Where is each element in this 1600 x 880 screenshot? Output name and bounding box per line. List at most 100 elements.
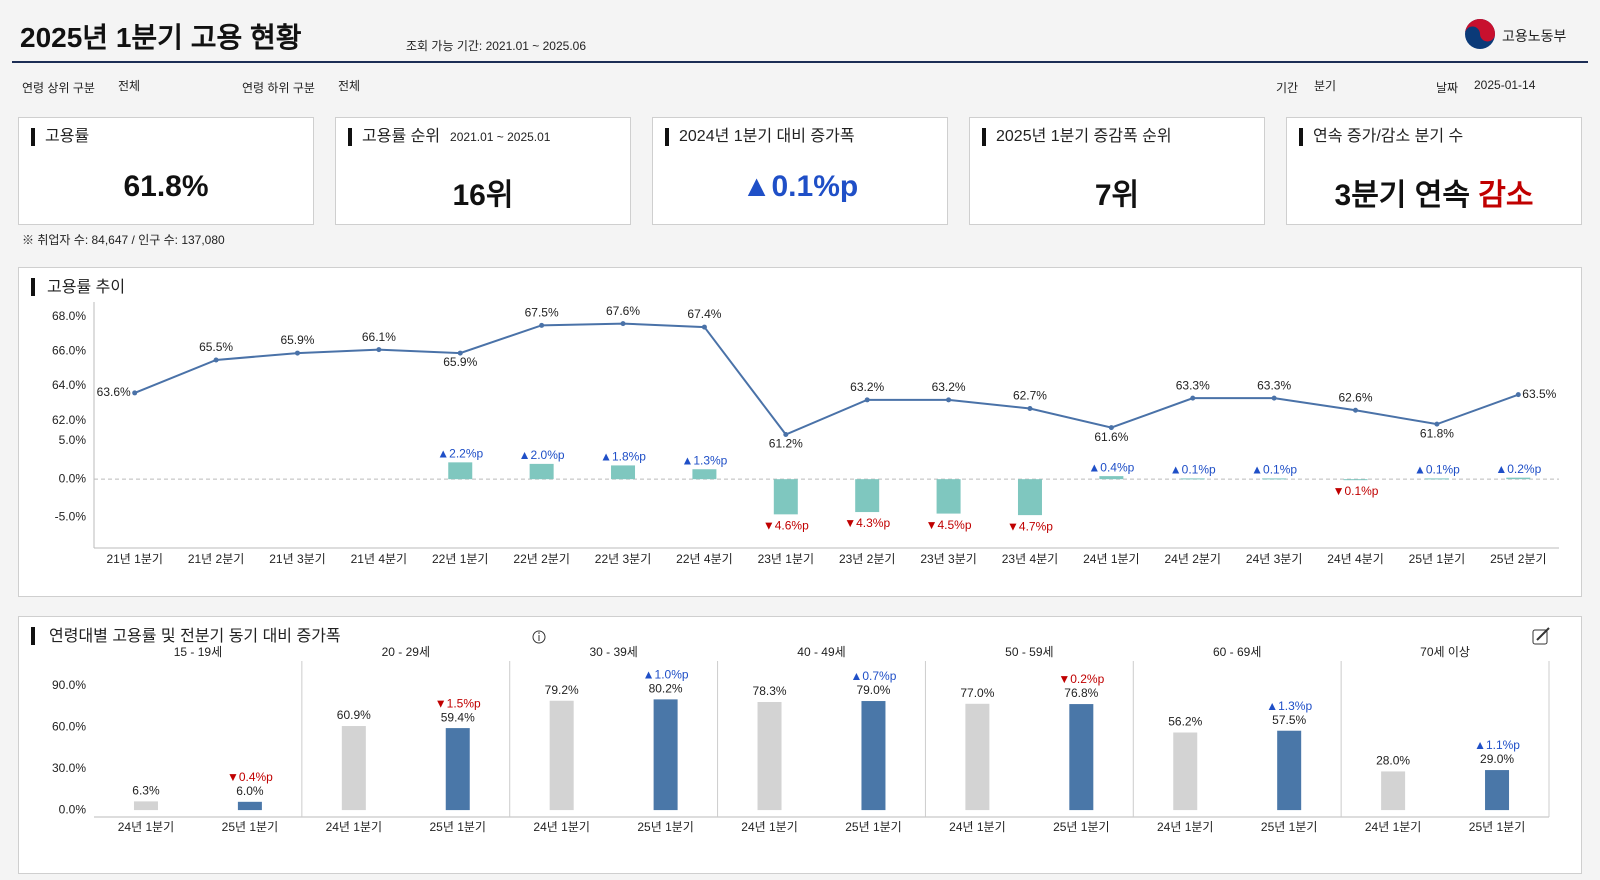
x-tick-label: 25년 1분기 <box>430 820 486 834</box>
kpi-card: 2025년 1분기 증감폭 순위 7위 <box>969 117 1265 225</box>
bar <box>861 701 886 811</box>
point-label: 61.6% <box>1094 430 1128 444</box>
x-tick-label: 25년 1분기 <box>1053 820 1109 834</box>
bar-label: ▼4.3%p <box>844 516 890 530</box>
x-tick-label: 23년 2분기 <box>839 552 895 566</box>
x-tick-label: 24년 1분기 <box>1083 552 1139 566</box>
kpi-card: 고용률 순위 2021.01 ~ 2025.01 16위 <box>335 117 631 225</box>
x-tick-label: 22년 1분기 <box>432 552 488 566</box>
bar-label: ▲1.8%p <box>600 450 646 464</box>
edit-icon[interactable] <box>1532 627 1550 645</box>
kpi-value: 3분기 연속 감소 <box>1287 170 1581 214</box>
bar-label: 57.5% <box>1272 713 1306 727</box>
kpi-title: 고용률 순위 2021.01 ~ 2025.01 <box>348 128 550 146</box>
point <box>457 350 463 356</box>
kpi-value: 7위 <box>1094 179 1140 212</box>
x-tick-label: 23년 4분기 <box>1002 552 1058 566</box>
bar <box>133 801 158 811</box>
point <box>294 350 300 356</box>
bar-label: 77.0% <box>960 686 994 700</box>
x-tick-label: 24년 1분기 <box>949 820 1005 834</box>
bar <box>1173 732 1198 811</box>
kpi-title: 고용률 <box>31 128 89 146</box>
bar-label: 28.0% <box>1376 754 1410 768</box>
change-label: ▼0.2%p <box>1058 672 1104 686</box>
x-tick-label: 25년 2분기 <box>1490 552 1546 566</box>
bar <box>965 703 990 811</box>
trend-panel: 고용률 추이 62.0% 64.0% 66.0% 68.0% -5.0% 0.0% 5.0%… <box>18 267 1582 597</box>
change-label: ▲1.0%p <box>643 668 689 682</box>
kpi-card: 연속 증가/감소 분기 수 3분기 연속 감소 <box>1286 117 1582 225</box>
point <box>1190 395 1196 401</box>
age-chart: 연령대별 고용률 및 전분기 동기 대비 증가폭 0.0% 30.0% 60.0% 9… <box>31 627 1550 834</box>
point-label: 63.3% <box>1176 378 1210 392</box>
y-tick-label: 60.0% <box>52 719 86 733</box>
point-label: 62.6% <box>1339 390 1373 404</box>
page-title: 2025년 1분기 고용 현황 <box>20 22 302 53</box>
kpi-card: 고용률 61.8% <box>18 117 314 225</box>
group-label: 20 - 29세 <box>382 645 430 659</box>
header-rule <box>12 61 1588 63</box>
y2-tick-label: 5.0% <box>59 433 87 447</box>
bar-label: 60.9% <box>337 708 371 722</box>
chart-title: 고용률 추이 <box>47 278 125 296</box>
bar <box>341 726 366 811</box>
point <box>1515 392 1521 398</box>
y-tick-label: 90.0% <box>52 678 86 692</box>
point-label: 63.2% <box>850 380 884 394</box>
filter-label: 기간 <box>1276 81 1299 95</box>
change-label: ▼0.4%p <box>227 770 273 784</box>
change-label: ▲0.7%p <box>851 669 897 683</box>
y-tick-label: 0.0% <box>59 802 87 816</box>
point-label: 63.3% <box>1257 378 1291 392</box>
logo-mark <box>1465 19 1495 49</box>
trend-chart: 고용률 추이 62.0% 64.0% 66.0% 68.0% -5.0% 0.0% 5.0%… <box>31 278 1559 566</box>
bar-label: 78.3% <box>753 684 787 698</box>
point-label: 61.8% <box>1420 426 1454 440</box>
bar <box>1424 478 1449 480</box>
bar-label: ▲2.0%p <box>519 448 565 462</box>
y-tick-label: 62.0% <box>52 413 86 427</box>
bar <box>237 801 262 811</box>
x-tick-label: 24년 4분기 <box>1327 552 1383 566</box>
bar-label: ▲2.2%p <box>437 447 483 461</box>
bar <box>1485 770 1510 811</box>
filter-value[interactable]: 2025-01-14 <box>1474 78 1536 92</box>
x-tick-label: 25년 1분기 <box>637 820 693 834</box>
bar <box>448 462 473 480</box>
group-label: 60 - 69세 <box>1213 645 1261 659</box>
kpi-emphasis: 감소 <box>1478 179 1534 212</box>
x-tick-label: 21년 2분기 <box>188 552 244 566</box>
x-tick-label: 24년 2분기 <box>1165 552 1221 566</box>
bar <box>611 465 636 480</box>
bar-label: 29.0% <box>1480 752 1514 766</box>
group-label: 70세 이상 <box>1420 645 1470 659</box>
bar-label: ▼4.5%p <box>926 518 972 532</box>
bar <box>773 479 798 515</box>
y-tick-label: 66.0% <box>52 344 86 358</box>
filter-value[interactable]: 전체 <box>118 79 141 93</box>
bar-label: 6.0% <box>236 784 264 798</box>
change-label: ▼1.5%p <box>435 696 481 710</box>
kpi-value-text: 3분기 연속 <box>1334 179 1470 212</box>
filter-value[interactable]: 전체 <box>338 79 361 93</box>
filter-label: 연령 하위 구분 <box>242 81 315 95</box>
point-label: 67.5% <box>525 306 559 320</box>
bar <box>855 479 880 513</box>
x-tick-label: 22년 4분기 <box>676 552 732 566</box>
bar <box>1180 478 1205 480</box>
filter-value[interactable]: 분기 <box>1314 79 1337 93</box>
point-label: 65.9% <box>443 355 477 369</box>
x-tick-label: 25년 1분기 <box>1409 552 1465 566</box>
x-tick-label: 21년 1분기 <box>106 552 162 566</box>
bar <box>757 702 782 811</box>
point-label: 63.5% <box>1522 387 1556 401</box>
bar-label: ▲0.1%p <box>1414 463 1460 477</box>
info-icon[interactable] <box>532 630 546 644</box>
bar-label: 6.3% <box>132 784 160 798</box>
filter-label: 연령 상위 구분 <box>22 81 95 95</box>
point-label: 62.7% <box>1013 389 1047 403</box>
point <box>213 357 219 363</box>
kpi-sub: 2021.01 ~ 2025.01 <box>450 130 551 144</box>
point-label: 65.9% <box>280 333 314 347</box>
